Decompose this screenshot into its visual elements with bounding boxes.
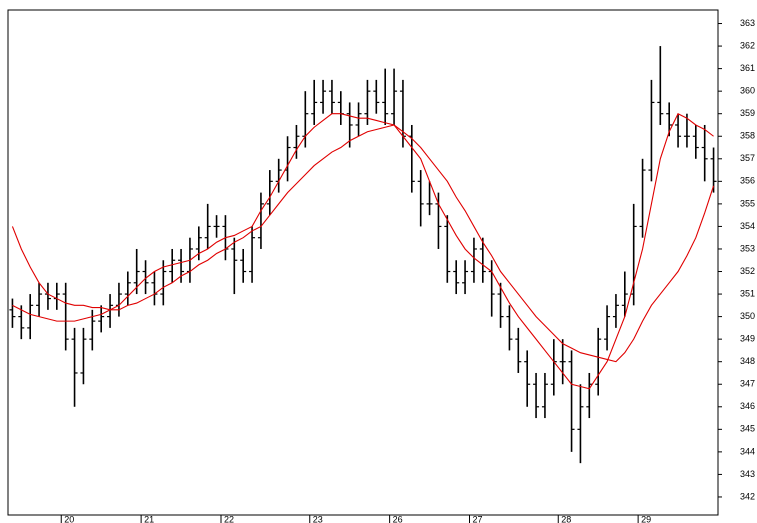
y-tick-label: 357: [740, 153, 755, 163]
y-tick-label: 343: [740, 469, 755, 479]
y-tick-label: 354: [740, 221, 755, 231]
moving-average-line: [12, 112, 714, 390]
x-tick-label: 20: [64, 514, 74, 523]
y-tick-label: 359: [740, 108, 755, 118]
y-tick-label: 349: [740, 334, 755, 344]
x-tick-label: 29: [641, 514, 651, 523]
y-tick-label: 363: [740, 18, 755, 28]
x-tick-label: 28: [561, 514, 571, 523]
plot-frame: [7, 9, 719, 516]
x-tick-label: 23: [313, 514, 323, 523]
y-tick-label: 348: [740, 356, 755, 366]
y-tick-label: 355: [740, 198, 755, 208]
y-tick-label: 347: [740, 379, 755, 389]
y-tick-label: 351: [740, 288, 755, 298]
y-tick-label: 346: [740, 401, 755, 411]
y-tick-label: 362: [740, 40, 755, 50]
x-tick-label: 22: [224, 514, 234, 523]
y-tick-label: 353: [740, 243, 755, 253]
x-tick-label: 21: [144, 514, 154, 523]
y-tick-label: 356: [740, 176, 755, 186]
y-tick-label: 361: [740, 63, 755, 73]
y-tick-label: 358: [740, 131, 755, 141]
y-tick-label: 352: [740, 266, 755, 276]
x-tick-label: 27: [473, 514, 483, 523]
y-tick-label: 342: [740, 491, 755, 501]
y-tick-label: 345: [740, 424, 755, 434]
moving-average-line: [11, 124, 715, 363]
y-tick-label: 344: [740, 446, 755, 456]
y-tick-label: 360: [740, 86, 755, 96]
y-tick-label: 350: [740, 311, 755, 321]
x-tick-label: 26: [393, 514, 403, 523]
